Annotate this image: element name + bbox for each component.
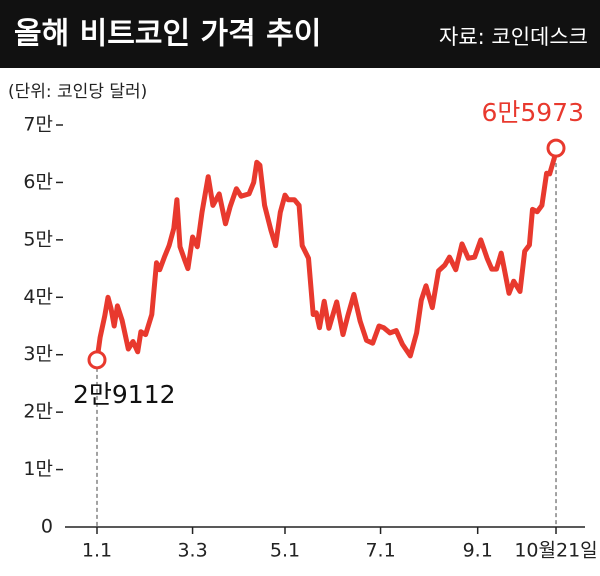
- source: 자료: 코인데스크: [439, 25, 588, 49]
- point-marker: [87, 350, 107, 370]
- title-bar: [0, 0, 600, 68]
- y-tick-label: 1만: [23, 458, 53, 480]
- x-tick-label: 10월21일: [514, 540, 597, 562]
- y-tick-label: 4만: [23, 286, 53, 308]
- x-tick-label: 5.1: [270, 540, 300, 562]
- y-tick-label: 0: [41, 516, 53, 538]
- y-tick-label: 6만: [23, 171, 53, 193]
- x-tick-label: 9.1: [463, 540, 493, 562]
- y-tick-label: 3만: [23, 343, 53, 365]
- y-tick-label: 5만: [23, 228, 53, 250]
- y-tick-label: 2만: [23, 401, 53, 423]
- price-line: [94, 145, 559, 363]
- value-label: 6만5973: [481, 98, 584, 127]
- point-marker: [546, 138, 566, 158]
- x-tick-label: 3.3: [177, 540, 207, 562]
- value-label: 2만9112: [73, 380, 176, 409]
- chart-title: 올해 비트코인 가격 추이: [14, 17, 321, 52]
- x-tick-label: 1.1: [82, 540, 112, 562]
- unit-label: (단위: 코인당 달러): [8, 82, 147, 102]
- x-tick-label: 7.1: [365, 540, 395, 562]
- y-tick-label: 7만: [23, 114, 53, 136]
